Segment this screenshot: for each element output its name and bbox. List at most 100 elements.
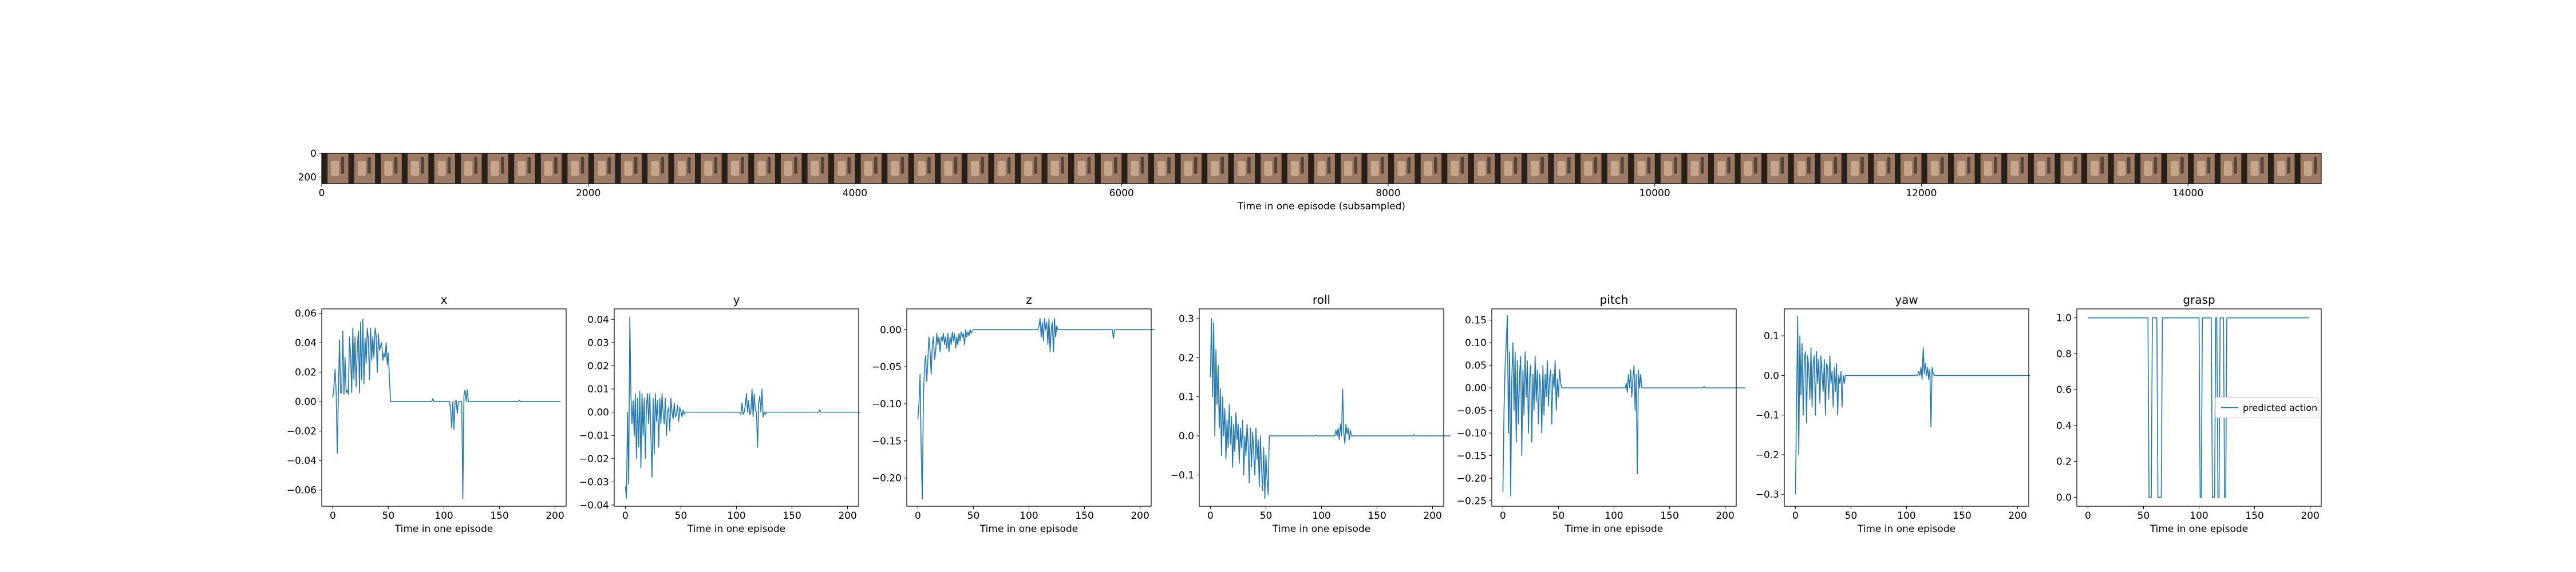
frame-shadow [1601,153,1607,184]
frame-object [1664,161,1672,176]
strip-frame [455,153,482,184]
y-tick-label: −0.04 [287,455,317,467]
frame-shadow [401,153,408,184]
strip-frame [1255,153,1282,184]
x-tick-label: 150 [1953,510,1971,522]
strip-frame [1334,153,1362,184]
subplot-title: roll [1313,293,1330,307]
frame-shadow [1095,153,1101,184]
frame-shadow [1681,153,1688,184]
frame-shadow [1841,153,1847,184]
strip-frame [1468,153,1495,184]
frame-shadow [1148,153,1155,184]
y-tick-label: −0.03 [579,476,609,488]
frame-shadow [2267,153,2274,184]
frame-object [891,161,899,176]
frame-shadow [668,153,674,184]
strip-frame [882,153,908,184]
frame-shadow [455,153,461,184]
frame-shadow [1947,153,1954,184]
x-tick-label: 100 [1605,510,1623,522]
strip-frame [1894,153,1922,184]
frame-shadow [1654,153,1661,184]
strip-frame [1148,153,1175,184]
strip-frame [801,153,828,184]
strip-frame [481,153,509,184]
strip-frame [1601,153,1629,184]
y-tick-label: −0.20 [1457,473,1487,484]
frame-gripper [1994,157,1997,174]
frame-object [411,161,419,176]
frame-object [1370,161,1379,176]
frame-gripper [927,157,931,174]
strip-frame [401,153,429,184]
strip-frame [2028,153,2055,184]
frame-shadow [1894,153,1901,184]
frame-object [2304,161,2312,176]
y-tick-label: −0.20 [872,473,902,484]
frame-shadow [1521,153,1528,184]
y-tick-label: −0.02 [287,426,317,438]
frame-gripper [954,157,958,174]
x-tick-label: 150 [2245,510,2263,522]
frame-object [2224,161,2232,176]
strip-frame [1654,153,1682,184]
y-tick-label: 0.05 [1465,360,1487,372]
x-tick-label: 0 [1207,510,1214,522]
frame-object [1157,161,1166,176]
subplot-x: 0 50 100 150 200 −0.06 −0.04 −0.02 0.00 0.02 0.04 0… [287,293,567,535]
frame-gripper [1034,157,1038,174]
strip-frame [935,153,962,184]
frame-shadow [935,153,941,184]
strip-frame [1921,153,1948,184]
frame-shadow [1974,153,1981,184]
frame-gripper [2020,157,2024,174]
frame-shadow [988,153,994,184]
frame-gripper [1621,157,1624,174]
strip-frame [1201,153,1228,184]
y-tick-label: −0.15 [872,436,902,447]
strip-frame [961,153,989,184]
strip-frame [1175,153,1202,184]
y-tick-label: −0.04 [579,500,609,511]
strip-frame [1361,153,1388,184]
frame-gripper [1807,157,1811,174]
frame-object [1904,161,1913,176]
frame-object [331,161,339,176]
frame-object [917,161,926,176]
frame-shadow [1495,153,1501,184]
frame-gripper [2287,157,2290,174]
frame-gripper [1140,157,1144,174]
frame-gripper [714,157,718,174]
strip-frame [508,153,535,184]
x-tick-label: 0 [915,510,921,522]
strip-frame [1815,153,1842,184]
x-tick-label: 100 [727,510,745,522]
frame-object [1024,161,1033,176]
subplot-pitch: 0 50 100 150 200 −0.25 −0.20 −0.15 −0.10 −0.05 0.0… [1457,293,1745,535]
frame-object [1717,161,1726,176]
frame-gripper [1167,157,1171,174]
strip-frame [988,153,1015,184]
x-axis-label: Time in one episode (subsampled) [1237,201,1405,212]
strip-frame [748,153,775,184]
frame-object [1984,161,1992,176]
frame-shadow [2028,153,2034,184]
frame-object [1104,161,1112,176]
frame-object [1877,161,1886,176]
frame-gripper [1514,157,1518,174]
strip-frame [375,153,402,184]
frame-object [1930,161,1939,176]
series-line [1502,315,1745,497]
frame-object [624,161,633,176]
y-tick-label: −0.10 [872,399,902,410]
frame-gripper [421,157,424,174]
y-tick-label: 0.8 [2056,348,2072,360]
frame-shadow [2214,153,2221,184]
frame-shadow [508,153,515,184]
frame-object [1451,161,1459,176]
axes-frame [1784,308,2029,507]
frame-gripper [820,157,824,174]
frame-gripper [1274,157,1278,174]
strip-frame [1521,153,1548,184]
